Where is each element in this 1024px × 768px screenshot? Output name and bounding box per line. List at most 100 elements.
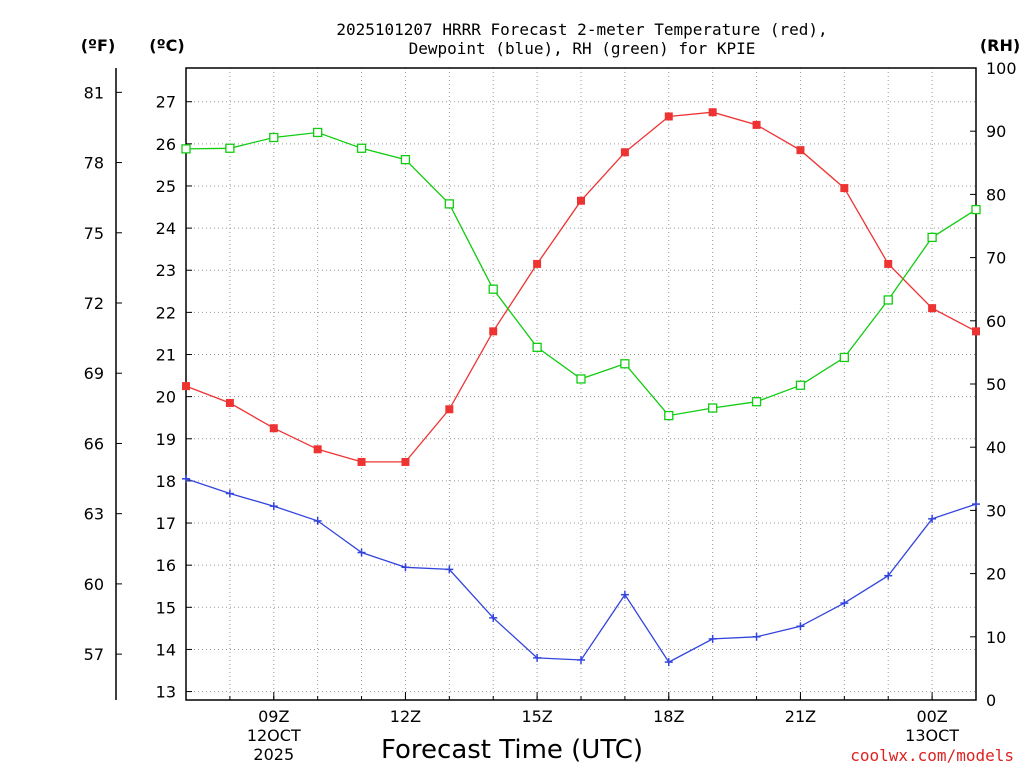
dewpoint-point [577, 655, 585, 664]
temperature-point [928, 304, 937, 313]
rh-point [488, 284, 498, 294]
temperature-point [577, 196, 585, 205]
dewpoint-point [313, 516, 322, 525]
rh-tick-label: 0 [986, 691, 996, 710]
dewpoint-point [401, 563, 410, 572]
temperature-point [357, 457, 366, 466]
rh-point [356, 143, 367, 153]
fahrenheit-tick-label: 78 [84, 154, 104, 173]
temperature-point [445, 405, 454, 414]
fahrenheit-tick-label: 75 [84, 224, 104, 243]
grid [186, 68, 976, 700]
celsius-tick-label: 14 [156, 640, 176, 659]
fahrenheit-tick-label: 72 [84, 294, 104, 313]
x-tick-label: 21Z [785, 707, 816, 726]
series-rh [181, 127, 981, 421]
rh-tick-label: 30 [986, 501, 1006, 520]
x-tick-label: 00Z [916, 707, 947, 726]
rh-tick-label: 80 [986, 185, 1006, 204]
celsius-tick-label: 27 [156, 93, 176, 112]
temperature-point [972, 327, 980, 336]
rh-point [269, 132, 279, 143]
x-tick-label: 15Z [521, 707, 552, 726]
celsius-tick-label: 22 [156, 303, 176, 322]
series-temperature [182, 108, 980, 466]
fahrenheit-tick-label: 60 [84, 575, 104, 594]
dewpoint-point [269, 502, 278, 511]
rh-point [576, 374, 586, 384]
series-dewpoint [182, 474, 980, 667]
rh-point [839, 352, 849, 363]
rh-point [927, 232, 937, 243]
rh-tick-label: 20 [986, 565, 1006, 584]
rh-point [400, 154, 411, 165]
dewpoint-point [884, 571, 893, 580]
dewpoint-point [708, 634, 717, 643]
dewpoint-point [225, 489, 234, 498]
temperature-point [225, 398, 234, 407]
chart-title-line1: 2025101207 HRRR Forecast 2-meter Tempera… [336, 20, 827, 39]
dewpoint-point [752, 632, 761, 641]
rh-tick-label: 50 [986, 375, 1006, 394]
celsius-tick-label: 26 [156, 135, 176, 154]
celsius-unit-label: (ºC) [149, 36, 184, 55]
celsius-tick-label: 24 [156, 219, 176, 238]
fahrenheit-tick-label: 66 [84, 434, 104, 453]
x-axis-title: Forecast Time (UTC) [381, 735, 643, 765]
temperature-point [620, 148, 629, 157]
rh-point [444, 199, 454, 209]
rh-point [971, 204, 981, 215]
dewpoint-point [664, 658, 673, 667]
fahrenheit-tick-label: 63 [84, 505, 104, 524]
dewpoint-point [357, 548, 366, 557]
temperature-point [313, 445, 322, 454]
axes: 13 14 15 16 17 18 19 20 21 22 23 24 25 26 27 57 60 63 66 69… [84, 59, 1017, 764]
x-tick-label: 18Z [653, 707, 684, 726]
rh-tick-label: 10 [986, 628, 1006, 647]
dewpoint-point [840, 599, 849, 608]
celsius-tick-label: 18 [156, 472, 176, 491]
celsius-tick-label: 13 [156, 683, 176, 702]
temperature-point [752, 120, 761, 129]
temperature-point [489, 327, 498, 336]
x-tick-date-label: 12OCT [247, 726, 301, 745]
rh-point [532, 342, 542, 352]
dewpoint-point [182, 474, 190, 483]
celsius-tick-label: 19 [156, 430, 176, 449]
rh-point [620, 359, 630, 369]
rh-point [225, 143, 235, 153]
fahrenheit-tick-label: 81 [84, 83, 104, 102]
temperature-point [840, 184, 849, 193]
dewpoint-point [972, 500, 980, 509]
rh-point [313, 127, 323, 138]
rh-point [664, 410, 674, 421]
temperature-point [269, 424, 278, 433]
rh-point [181, 144, 191, 154]
rh-tick-label: 100 [986, 59, 1017, 78]
chart-title-line2: Dewpoint (blue), RH (green) for KPIE [409, 39, 756, 58]
fahrenheit-tick-label: 69 [84, 364, 104, 383]
rh-unit-label: (RH) [980, 36, 1020, 55]
celsius-tick-label: 20 [156, 388, 176, 407]
dewpoint-point [620, 590, 629, 599]
temperature-point [796, 146, 805, 155]
credit-text: coolwx.com/models [850, 746, 1014, 765]
rh-tick-label: 60 [986, 312, 1006, 331]
celsius-tick-label: 16 [156, 556, 176, 575]
rh-point [708, 403, 718, 413]
series-layer [181, 108, 981, 667]
rh-tick-label: 40 [986, 438, 1006, 457]
temperature-point [708, 108, 717, 117]
x-tick-label: 12Z [390, 707, 421, 726]
dewpoint-point [533, 653, 542, 662]
temperature-point [401, 457, 410, 466]
rh-point [795, 380, 806, 390]
temperature-point [664, 112, 673, 121]
celsius-tick-label: 23 [156, 261, 176, 280]
celsius-tick-label: 25 [156, 177, 176, 196]
dewpoint-point [489, 613, 498, 622]
celsius-tick-label: 17 [156, 514, 176, 533]
x-tick-year-label: 2025 [253, 745, 294, 764]
dewpoint-point [796, 622, 805, 631]
